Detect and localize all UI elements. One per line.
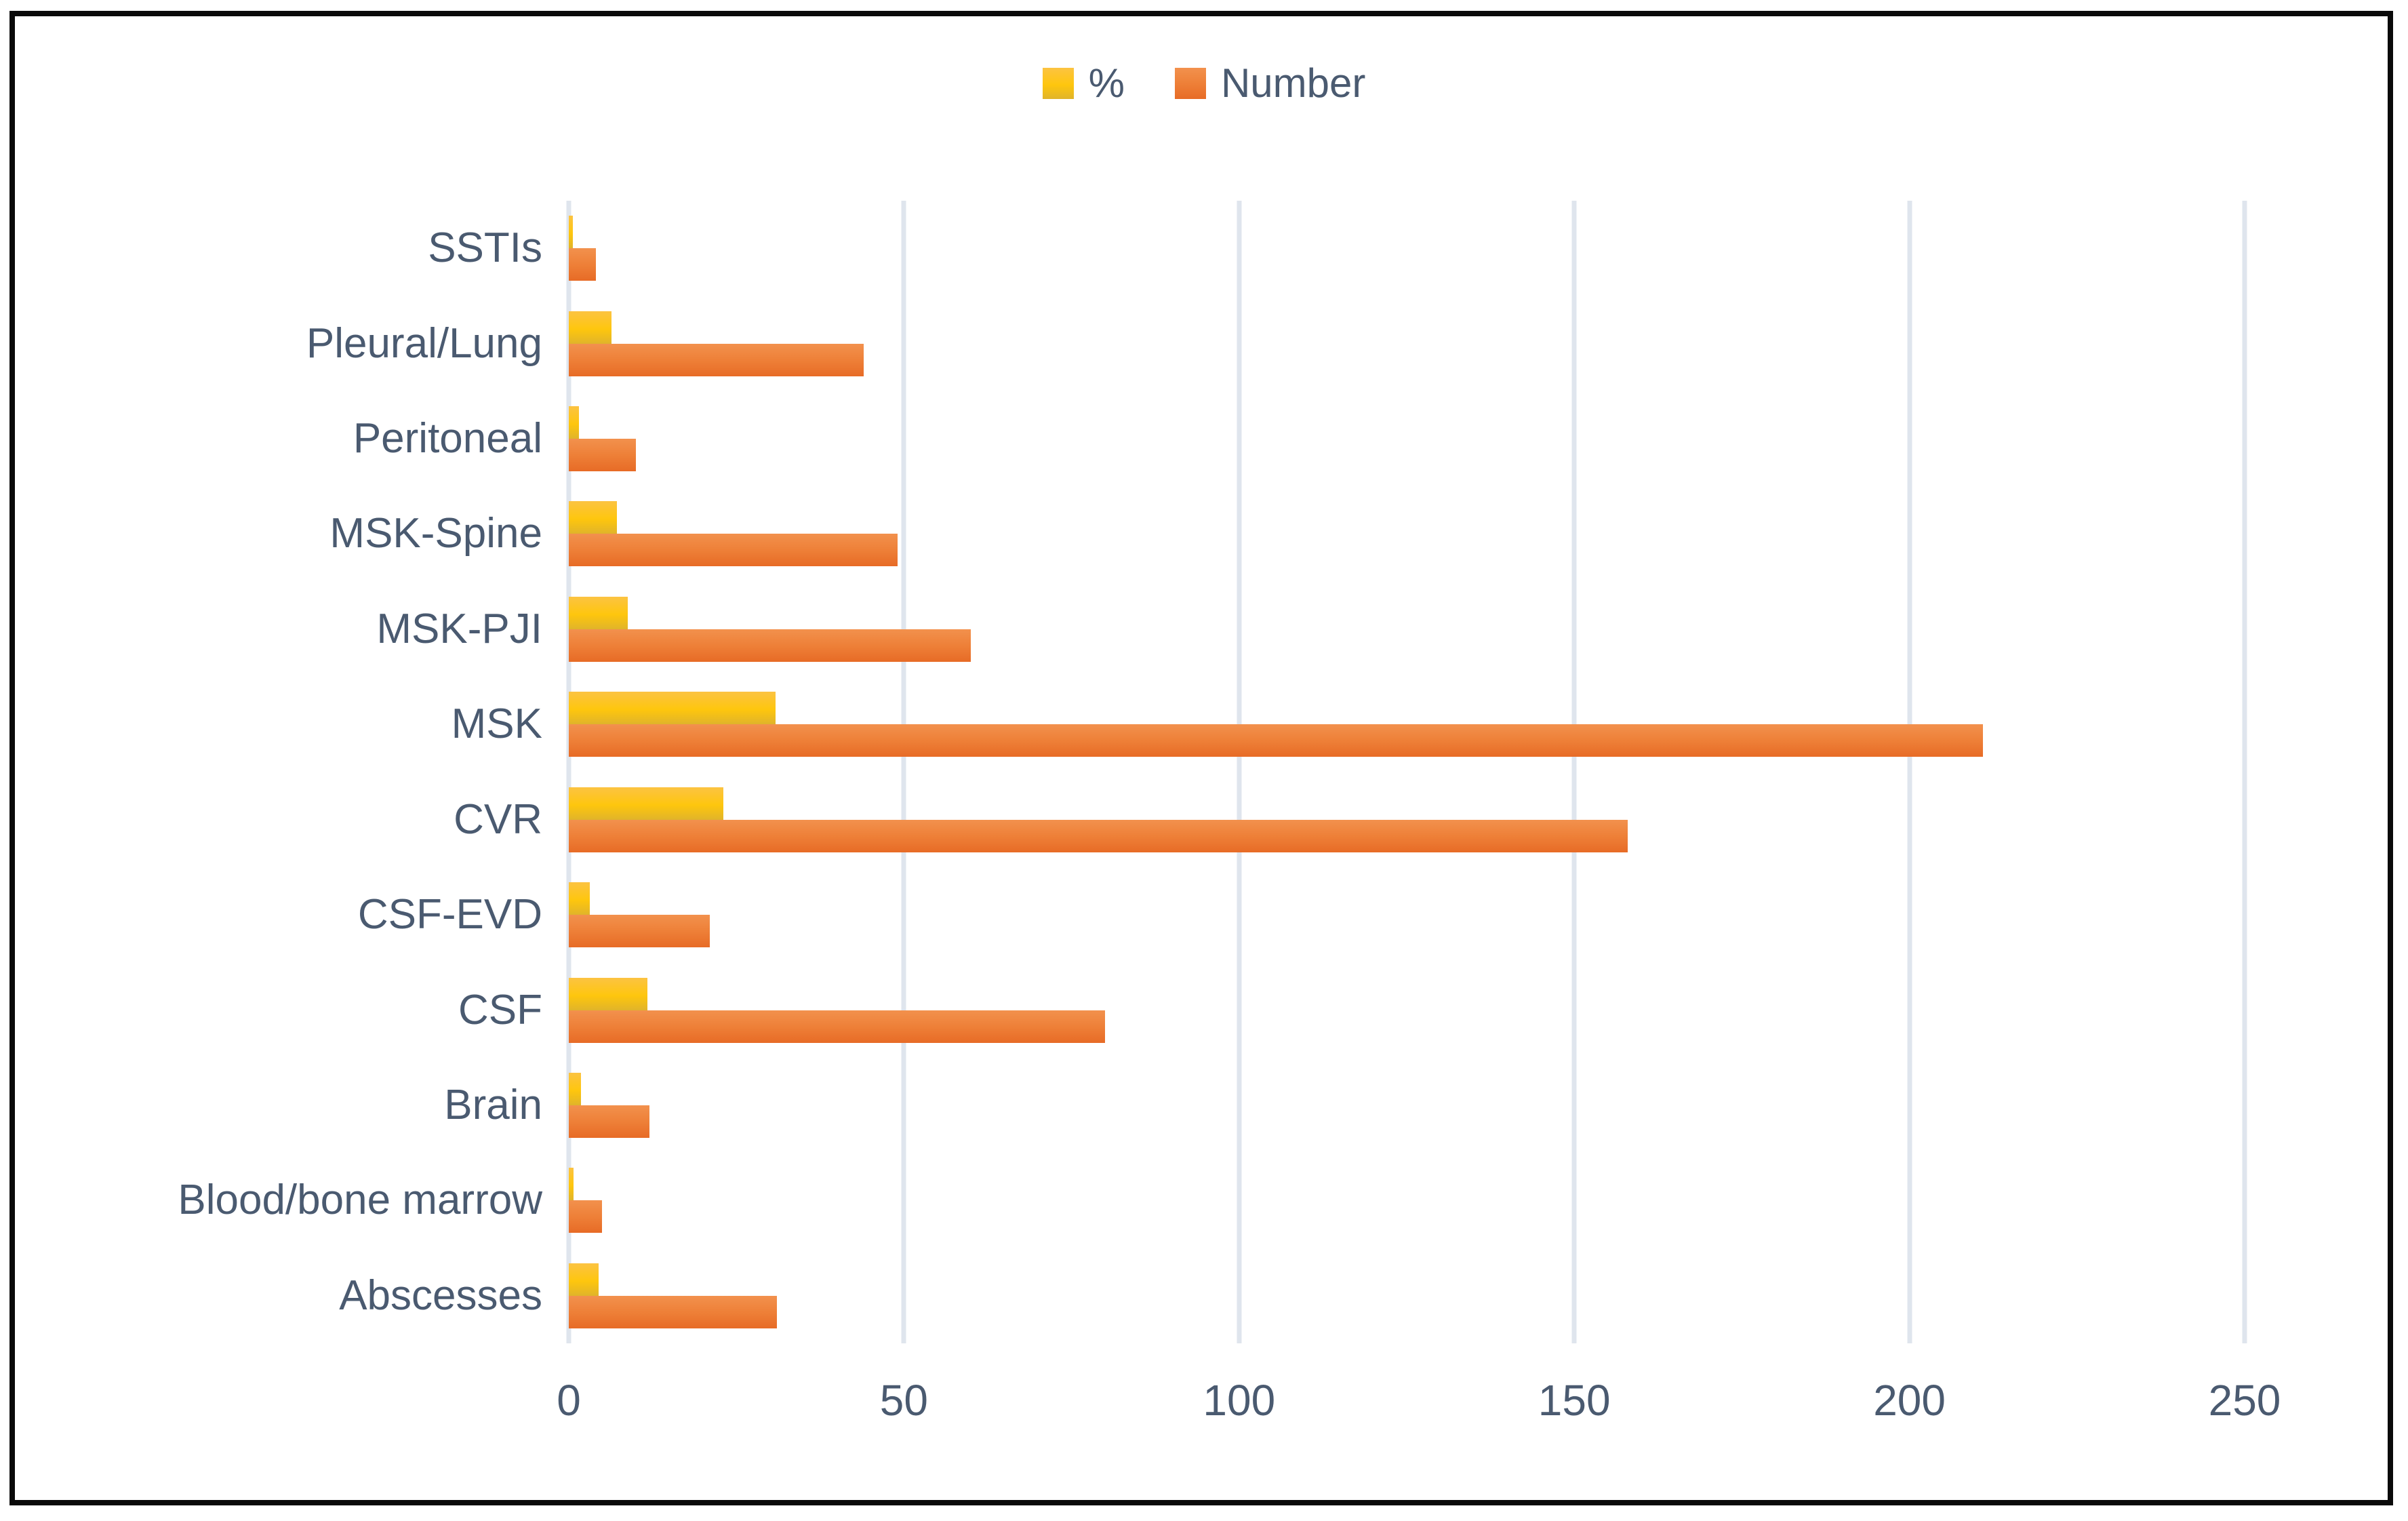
bar-number: [569, 439, 636, 472]
percent-swatch-icon: [1042, 67, 1074, 99]
grid-line: [2242, 201, 2247, 1343]
bar-percent: [569, 501, 618, 534]
bar-percent: [569, 311, 612, 344]
bar-percent: [569, 882, 590, 915]
bar-percent: [569, 1263, 599, 1296]
bar-number: [569, 248, 596, 281]
category-label: MSK-PJI: [376, 605, 542, 652]
bar-percent: [569, 977, 647, 1010]
category-label: Blood/bone marrow: [178, 1177, 542, 1224]
bar-percent: [569, 596, 628, 629]
legend: % Number: [0, 60, 2408, 106]
category-label: CSF-EVD: [357, 891, 542, 939]
bar-number: [569, 1105, 649, 1138]
legend-label-number: Number: [1220, 60, 1366, 106]
bar-number: [569, 724, 1984, 757]
grid-line: [1571, 201, 1577, 1343]
bar-number: [569, 534, 898, 567]
x-tick-label: 0: [557, 1376, 581, 1425]
grid-line: [1237, 201, 1242, 1343]
bar-number: [569, 1200, 603, 1233]
legend-item-number: Number: [1174, 60, 1366, 106]
chart-frame: [9, 11, 2393, 1505]
bar-number: [569, 1295, 777, 1328]
y-axis-line: [566, 201, 571, 1343]
x-tick-label: 50: [879, 1376, 928, 1425]
bar-percent: [569, 787, 724, 820]
x-tick-label: 250: [2208, 1376, 2281, 1425]
category-label: CSF: [458, 986, 542, 1033]
category-label: Brain: [444, 1081, 542, 1128]
bar-percent: [569, 1072, 581, 1105]
grid-line: [1907, 201, 1912, 1343]
x-tick-label: 200: [1873, 1376, 1946, 1425]
category-label: Peritoneal: [353, 415, 542, 462]
category-label: Pleural/Lung: [306, 319, 542, 367]
bar-percent: [569, 1168, 574, 1201]
bar-percent: [569, 692, 776, 725]
bar-number: [569, 819, 1628, 852]
bar-number: [569, 915, 710, 948]
category-label: MSK-Spine: [329, 510, 542, 557]
category-label: Abscesses: [339, 1271, 542, 1319]
x-tick-label: 100: [1203, 1376, 1276, 1425]
x-tick-label: 150: [1538, 1376, 1611, 1425]
category-label: SSTIs: [428, 224, 542, 272]
bar-number: [569, 629, 971, 662]
category-label: CVR: [454, 795, 542, 843]
category-label: MSK: [451, 700, 542, 748]
number-swatch-icon: [1174, 67, 1206, 99]
bar-number: [569, 343, 864, 376]
bar-number: [569, 1010, 1106, 1043]
bar-percent: [569, 216, 573, 249]
grid-line: [901, 201, 906, 1343]
plot-area: [566, 201, 2359, 1343]
legend-label-percent: %: [1088, 60, 1125, 106]
legend-item-percent: %: [1042, 60, 1125, 106]
bar-percent: [569, 406, 579, 439]
